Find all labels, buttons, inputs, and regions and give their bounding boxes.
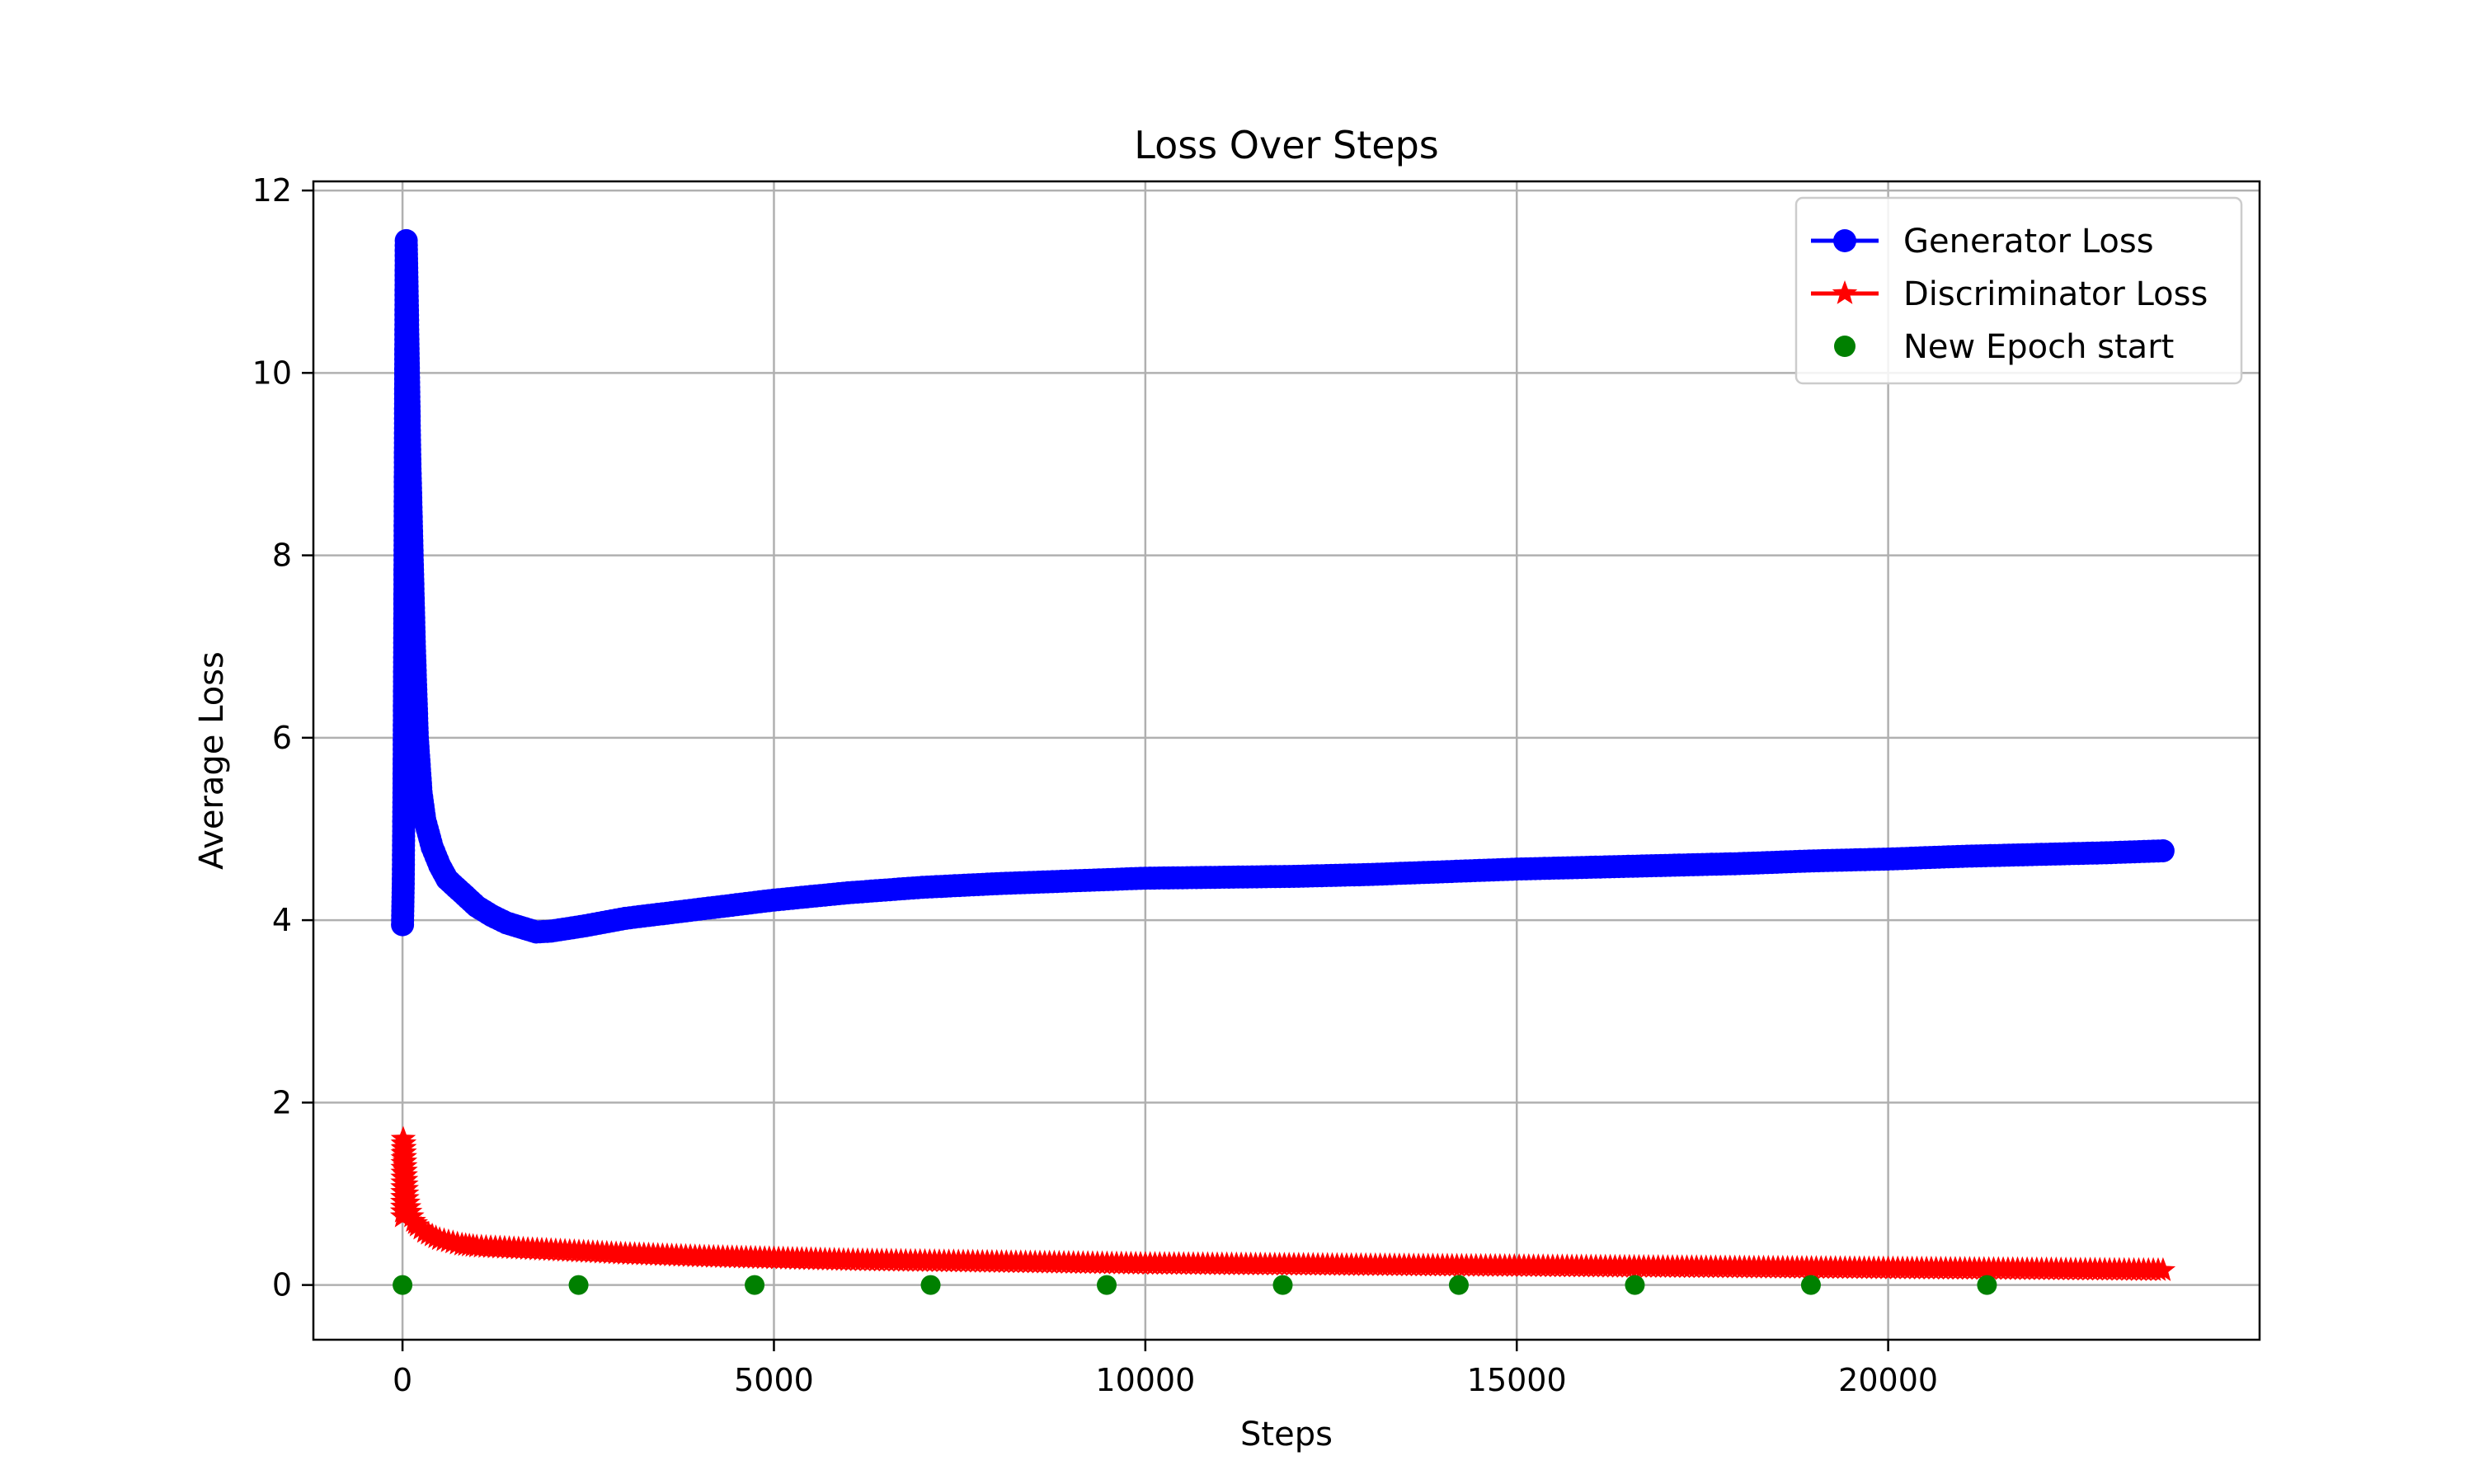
epoch-start-point — [1800, 1275, 1821, 1295]
epoch-start-point — [745, 1275, 765, 1295]
y-tick-label: 4 — [272, 902, 292, 938]
epoch-start-point — [1097, 1275, 1117, 1295]
y-tick-label: 10 — [252, 355, 292, 391]
legend: Generator Loss Discriminator Loss New Epoc… — [1794, 196, 2243, 385]
epoch-start-point — [1272, 1275, 1293, 1295]
series-layer — [389, 228, 2176, 1295]
epoch-start-point — [568, 1275, 589, 1295]
x-tick-label: 10000 — [1095, 1362, 1195, 1398]
series-discriminator-loss — [389, 1125, 2176, 1281]
legend-marker — [1833, 229, 1856, 252]
legend-label: Discriminator Loss — [1903, 275, 2208, 313]
y-axis-label: Average Loss — [193, 651, 231, 870]
x-tick-label: 5000 — [734, 1362, 814, 1398]
series-generator-loss — [391, 228, 2175, 944]
epoch-start-point — [920, 1275, 941, 1295]
y-tick-label: 8 — [272, 538, 292, 574]
plot-frame — [312, 180, 2261, 1341]
y-tick-label: 2 — [272, 1084, 292, 1120]
x-axis-label: Steps — [1240, 1416, 1333, 1453]
y-tick-label: 12 — [252, 172, 292, 209]
x-tick-label: 20000 — [1838, 1362, 1938, 1398]
x-tick-label: 0 — [393, 1362, 412, 1398]
series-point — [2150, 1256, 2176, 1281]
axis-ticks: 0 5000 10000 15000 20000 0 2 4 6 8 10 12 — [252, 172, 1938, 1398]
y-tick-label: 0 — [272, 1267, 292, 1303]
legend-marker — [1834, 336, 1856, 357]
series-point — [2151, 839, 2175, 862]
legend-marker — [1832, 280, 1858, 304]
epoch-start-point — [393, 1275, 413, 1295]
epoch-start-point — [1977, 1275, 1997, 1295]
epoch-start-point — [1448, 1275, 1469, 1295]
legend-item: New Epoch start — [1834, 328, 2174, 366]
legend-label: New Epoch start — [1903, 328, 2174, 366]
x-tick-label: 15000 — [1467, 1362, 1567, 1398]
chart-title: Loss Over Steps — [1134, 123, 1438, 167]
series-new-epoch-start — [393, 1275, 1997, 1295]
y-tick-label: 6 — [272, 720, 292, 756]
epoch-start-point — [1625, 1275, 1645, 1295]
legend-item: Generator Loss — [1811, 223, 2154, 261]
legend-label: Generator Loss — [1903, 223, 2154, 261]
legend-item: Discriminator Loss — [1811, 275, 2208, 313]
legend-box — [1794, 196, 2243, 385]
